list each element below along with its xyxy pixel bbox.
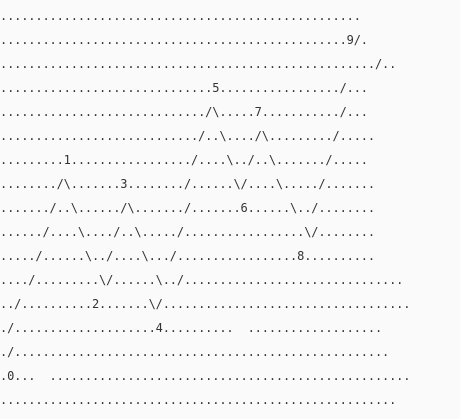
ascii-line: .0... ..................................…	[0, 369, 411, 383]
ascii-line: ........................................…	[0, 57, 397, 71]
ascii-line: ............................./\.....7...…	[0, 105, 368, 119]
ascii-line: ./....................4.......... ......…	[0, 321, 383, 335]
ascii-line: ...../......\../....\.../...............…	[0, 249, 375, 263]
ascii-line: ....../....\..../..\...../..............…	[0, 225, 375, 239]
ascii-line: ........................................…	[0, 393, 397, 407]
ascii-line: ........................................…	[0, 9, 361, 23]
ascii-line: ........................................…	[0, 33, 368, 47]
ascii-line: ......../\.......3......../......\/....\…	[0, 177, 375, 191]
ascii-line: ......./..\....../\......./.......6.....…	[0, 201, 375, 215]
ascii-line: ./......................................…	[0, 345, 390, 359]
ascii-line: ..../.........\/......\../..............…	[0, 273, 404, 287]
ascii-line: ../..........2.......\/.................…	[0, 297, 411, 311]
ascii-line: ..............................5.........…	[0, 81, 368, 95]
ascii-line: ............................/..\..../\..…	[0, 129, 375, 143]
ascii-line: .........1................./....\../..\.…	[0, 153, 368, 167]
